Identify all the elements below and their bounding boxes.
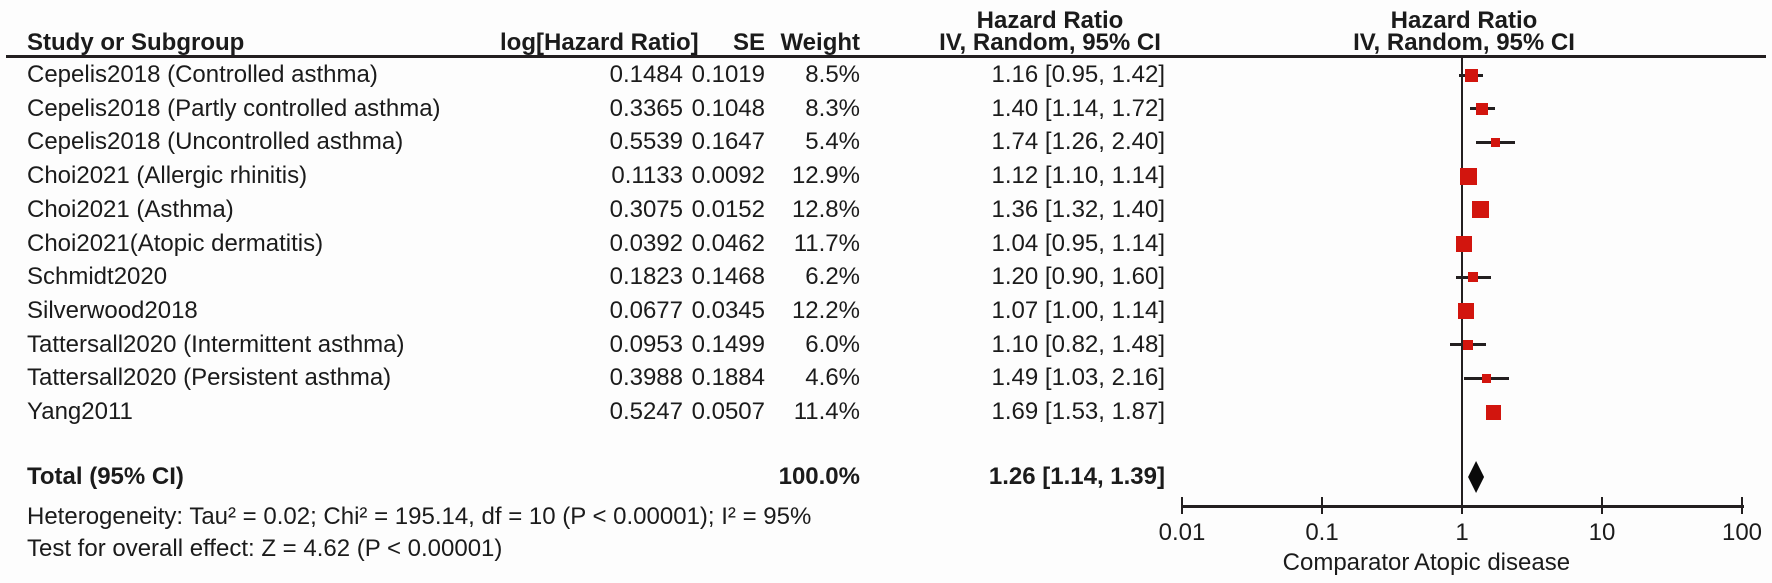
weight-value: 6.2% (805, 263, 860, 291)
hr-ci-value: 1.49 [1.03, 2.16] (991, 364, 1165, 392)
effect-marker (1468, 272, 1479, 283)
weight-value: 12.8% (791, 195, 860, 223)
x-axis-tick (1181, 497, 1183, 514)
header-se: SE (732, 29, 765, 56)
weight-value: 11.7% (793, 229, 860, 257)
log-hr-value: 0.5247 (609, 398, 683, 425)
se-value: 0.0092 (691, 162, 765, 190)
x-axis-line (1182, 505, 1744, 508)
log-hr-value: 0.0953 (609, 330, 683, 358)
x-axis-tick (1461, 497, 1463, 514)
weight-value: 6.0% (805, 330, 860, 358)
weight-value: 11.4% (793, 398, 860, 425)
header-study-or-subgroup: Study or Subgroup (27, 29, 245, 56)
x-axis-tick (1321, 497, 1323, 514)
log-hr-value: 0.3365 (609, 94, 683, 122)
x-axis-label-atopic-disease: Atopic disease (1413, 549, 1571, 576)
total-label: Total (95% CI) (27, 463, 184, 490)
effect-marker (1462, 339, 1473, 350)
study-label: Cepelis2018 (Partly controlled asthma) (27, 94, 441, 122)
study-label: Choi2021 (Asthma) (27, 195, 234, 223)
effect-marker (1460, 167, 1478, 185)
weight-value: 12.9% (791, 162, 860, 190)
effect-marker (1464, 68, 1478, 82)
se-value: 0.1468 (691, 263, 765, 291)
effect-marker (1456, 235, 1473, 252)
hr-ci-value: 1.07 [1.00, 1.14] (991, 296, 1165, 324)
x-axis-tick-label: 100 (1721, 519, 1763, 546)
weight-value: 12.2% (791, 296, 860, 324)
line-of-no-effect (1461, 57, 1463, 507)
study-label: Schmidt2020 (27, 263, 168, 291)
study-label: Tattersall2020 (Intermittent asthma) (27, 330, 405, 358)
hr-ci-value: 1.40 [1.14, 1.72] (991, 94, 1165, 122)
weight-value: 8.3% (805, 94, 860, 122)
study-label: Cepelis2018 (Controlled asthma) (27, 61, 378, 88)
header-log-hazard-ratio: log[Hazard Ratio] (500, 29, 699, 56)
x-axis-tick-label: 0.01 (1158, 519, 1206, 546)
x-axis-tick (1741, 497, 1743, 514)
log-hr-value: 0.3988 (609, 364, 683, 392)
header-hazard-ratio-text-column: Hazard Ratio (976, 7, 1124, 34)
hr-ci-value: 1.04 [0.95, 1.14] (991, 229, 1165, 257)
total-weight-value: 100.0% (778, 463, 860, 490)
weight-value: 8.5% (805, 61, 860, 88)
total-hr-ci-value: 1.26 [1.14, 1.39] (988, 463, 1165, 490)
se-value: 0.1048 (691, 94, 765, 122)
weight-value: 5.4% (805, 128, 860, 156)
log-hr-value: 0.0677 (609, 296, 683, 324)
hr-ci-value: 1.36 [1.32, 1.40] (991, 195, 1165, 223)
hr-ci-value: 1.20 [0.90, 1.60] (991, 263, 1165, 291)
se-value: 0.0462 (691, 229, 765, 257)
study-label: Yang2011 (27, 398, 133, 425)
effect-marker (1491, 137, 1501, 147)
se-value: 0.0345 (691, 296, 765, 324)
study-label: Silverwood2018 (27, 296, 198, 324)
effect-marker (1476, 102, 1489, 115)
header-underline (6, 55, 1766, 58)
x-axis-tick-label: 0.1 (1305, 519, 1339, 546)
effect-marker (1481, 373, 1491, 383)
se-value: 0.0507 (691, 398, 765, 425)
hr-ci-value: 1.12 [1.10, 1.14] (991, 162, 1165, 190)
se-value: 0.1647 (691, 128, 765, 156)
effect-marker (1458, 302, 1475, 319)
se-value: 0.0152 (691, 195, 765, 223)
log-hr-value: 0.0392 (609, 229, 683, 257)
header-iv-random-ci-text: IV, Random, 95% CI (939, 29, 1161, 56)
se-value: 0.1884 (691, 364, 765, 392)
study-label: Choi2021 (Allergic rhinitis) (27, 162, 308, 190)
se-value: 0.1499 (691, 330, 765, 358)
log-hr-value: 0.1133 (611, 162, 683, 190)
hr-ci-value: 1.10 [0.82, 1.48] (991, 330, 1165, 358)
overall-effect-note: Test for overall effect: Z = 4.62 (P < 0… (27, 535, 503, 562)
log-hr-value: 0.5539 (609, 128, 683, 156)
log-hr-value: 0.1823 (609, 263, 683, 291)
log-hr-value: 0.3075 (609, 195, 683, 223)
study-label: Choi2021(Atopic dermatitis) (27, 229, 324, 257)
hr-ci-value: 1.69 [1.53, 1.87] (991, 398, 1165, 425)
study-label: Tattersall2020 (Persistent asthma) (27, 364, 392, 392)
x-axis-tick-label: 10 (1588, 519, 1616, 546)
header-iv-random-ci-plot: IV, Random, 95% CI (1353, 29, 1575, 56)
effect-marker (1486, 404, 1502, 420)
weight-value: 4.6% (805, 364, 860, 392)
effect-marker (1472, 201, 1490, 219)
log-hr-value: 0.1484 (609, 61, 683, 88)
heterogeneity-note: Heterogeneity: Tau² = 0.02; Chi² = 195.1… (27, 503, 812, 530)
summary-diamond (1468, 461, 1485, 493)
x-axis-tick (1601, 497, 1603, 514)
hr-ci-value: 1.16 [0.95, 1.42] (991, 61, 1165, 88)
hr-ci-value: 1.74 [1.26, 2.40] (991, 128, 1165, 156)
se-value: 0.1019 (691, 61, 765, 88)
x-axis-label-comparator: Comparator (1282, 549, 1410, 576)
header-weight: Weight (780, 29, 860, 56)
header-hazard-ratio-plot-column: Hazard Ratio (1390, 7, 1538, 34)
x-axis-tick-label: 1 (1455, 519, 1469, 546)
study-label: Cepelis2018 (Uncontrolled asthma) (27, 128, 404, 156)
